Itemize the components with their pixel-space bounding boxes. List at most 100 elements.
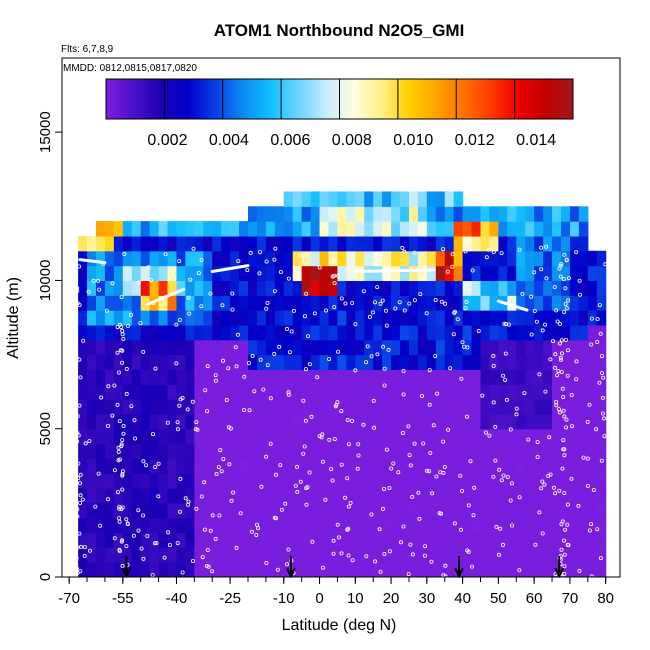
heatmap-cell — [364, 265, 374, 282]
heatmap-cell — [489, 458, 499, 474]
heatmap-cell — [382, 295, 392, 311]
heatmap-cell — [435, 473, 446, 489]
heatmap-cell — [319, 369, 330, 385]
heatmap-cell — [149, 502, 160, 519]
observation-point — [562, 252, 567, 257]
heatmap-cell — [462, 339, 473, 356]
observation-point — [398, 540, 403, 545]
heatmap-cell — [221, 562, 231, 577]
observation-point — [565, 373, 570, 378]
heatmap-cell — [578, 532, 589, 548]
heatmap-cell — [400, 547, 410, 563]
heatmap-cell — [87, 324, 97, 341]
heatmap-cell — [95, 488, 106, 504]
heatmap-cell — [203, 473, 213, 489]
observation-point — [304, 291, 309, 296]
heatmap-cell — [310, 443, 321, 459]
observation-point — [532, 308, 537, 313]
heatmap-cell — [417, 502, 428, 519]
heatmap-cell — [176, 384, 186, 400]
heatmap-cell — [212, 324, 222, 341]
heatmap-cell — [256, 295, 267, 311]
observation-point — [104, 308, 109, 313]
observation-point — [346, 504, 351, 509]
observation-point — [355, 466, 360, 471]
heatmap-cell — [507, 235, 517, 252]
heatmap-cell — [131, 369, 142, 385]
colorbar-tick-label: 0.002 — [147, 132, 187, 149]
observation-point — [220, 303, 225, 308]
heatmap-cell — [212, 250, 222, 267]
heatmap-cell — [149, 413, 160, 430]
heatmap-cell — [516, 280, 526, 296]
heatmap-cell — [578, 428, 589, 445]
heatmap-cell — [489, 221, 499, 237]
heatmap-cell — [158, 532, 169, 548]
observation-point — [496, 552, 501, 557]
heatmap-cell — [274, 488, 285, 504]
heatmap-cell — [239, 265, 249, 282]
heatmap-cell — [274, 384, 285, 400]
flight-leg — [210, 264, 250, 274]
heatmap-cell — [113, 310, 124, 326]
heatmap-cell — [185, 443, 195, 459]
heatmap-cell — [104, 265, 115, 282]
observation-point — [443, 574, 448, 577]
heatmap-cell — [158, 428, 169, 445]
heatmap-cell — [95, 384, 106, 400]
heatmap-cell — [444, 473, 455, 489]
heatmap-cell — [239, 502, 249, 519]
heatmap-cell — [113, 399, 124, 415]
heatmap-cell — [265, 473, 276, 489]
observation-point — [542, 482, 547, 487]
heatmap-cell — [346, 310, 356, 326]
heatmap-cell — [87, 502, 97, 519]
heatmap-cell — [310, 354, 321, 370]
heatmap-cell — [552, 413, 562, 430]
observation-point — [236, 259, 241, 264]
observation-point — [273, 246, 278, 251]
heatmap-cell — [355, 310, 365, 326]
heatmap-cell — [453, 235, 464, 252]
observation-point — [589, 574, 594, 577]
heatmap-cell — [265, 295, 276, 311]
heatmap-cell — [283, 384, 294, 400]
observation-point — [377, 527, 382, 532]
observation-point — [361, 289, 366, 294]
heatmap-cell — [221, 443, 231, 459]
observation-point — [599, 458, 604, 463]
observation-point — [208, 291, 213, 296]
heatmap-cell — [301, 265, 312, 282]
heatmap-cell — [471, 324, 482, 341]
observation-point — [265, 363, 270, 368]
observation-point — [446, 427, 451, 432]
heatmap-cell — [212, 413, 222, 430]
heatmap-cell — [382, 488, 392, 504]
heatmap-cell — [543, 206, 553, 222]
heatmap-cell — [104, 488, 115, 504]
heatmap-cell — [212, 443, 222, 459]
heatmap-cell — [113, 221, 124, 237]
heatmap-cell — [400, 339, 410, 356]
heatmap-cell — [113, 488, 124, 504]
heatmap-cell — [230, 488, 240, 504]
heatmap-cell — [373, 443, 383, 459]
observation-point — [544, 276, 549, 281]
heatmap-cell — [435, 206, 446, 222]
heatmap-cell — [587, 280, 598, 296]
heatmap-cell — [274, 235, 285, 252]
heatmap-cell — [104, 295, 115, 311]
heatmap-cell — [543, 532, 553, 548]
observation-point — [120, 487, 125, 492]
heatmap-cell — [373, 384, 383, 400]
heatmap-cell — [480, 532, 491, 548]
observation-point — [539, 267, 544, 272]
observation-point — [594, 427, 599, 432]
heatmap-cell — [113, 250, 124, 267]
heatmap-cell — [337, 369, 347, 385]
heatmap-cell — [158, 369, 169, 385]
heatmap-cell — [122, 547, 133, 563]
heatmap-cell — [596, 265, 607, 282]
heatmap-cell — [248, 369, 258, 385]
observation-point — [452, 310, 457, 315]
